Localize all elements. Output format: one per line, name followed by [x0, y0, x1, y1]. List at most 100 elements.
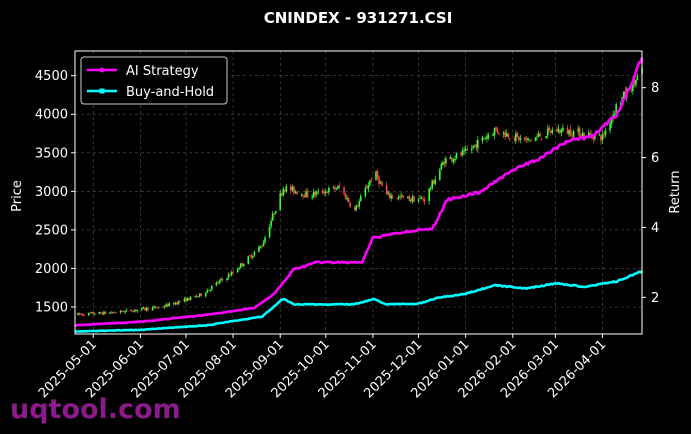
candle-body [473, 144, 476, 146]
candle-body [290, 185, 292, 191]
y2-tick-label: 6 [651, 151, 659, 166]
candle-body [253, 252, 256, 256]
candle-body [113, 312, 116, 313]
candle-body [410, 200, 412, 202]
candle-body [177, 301, 180, 305]
candle-body [195, 295, 198, 297]
candle-body [347, 198, 350, 203]
candle-body [174, 302, 177, 305]
candle-body [162, 306, 164, 308]
candle-body [439, 169, 441, 181]
candle-body [207, 289, 210, 291]
candle-body [98, 312, 101, 315]
candle-body [475, 143, 478, 149]
candle-body [101, 312, 104, 315]
candle-body [282, 188, 285, 196]
candle-body [454, 158, 456, 161]
candle-body [583, 133, 586, 137]
candle-body [157, 307, 160, 308]
series-line-buy-and-hold [74, 270, 643, 334]
candle-body [296, 191, 298, 195]
candle-body [455, 153, 458, 159]
candle-body [90, 312, 93, 314]
y-tick-label: 2000 [35, 262, 68, 277]
candle-body [504, 132, 506, 138]
candle-body [466, 148, 468, 151]
candle-body [432, 180, 435, 185]
candle-body [271, 213, 274, 221]
candle-body [600, 135, 602, 141]
candle-body [264, 237, 266, 243]
candle-body [367, 185, 370, 190]
candle-body [136, 309, 139, 312]
candle-body [569, 128, 572, 136]
candle-body [519, 137, 522, 140]
candle-body [173, 303, 175, 305]
watermark: uqtool.com [10, 394, 181, 425]
candle-body [422, 198, 424, 200]
legend: AI Strategy Buy-and-Hold [80, 56, 228, 105]
candle-body [109, 312, 111, 314]
candle-body [344, 193, 347, 200]
candle-body [495, 127, 497, 130]
candle-body [119, 310, 122, 313]
candle-body [130, 309, 133, 312]
candle-body [525, 139, 528, 141]
candle-body [396, 197, 399, 199]
candle-body [242, 264, 245, 267]
candle-body [376, 171, 379, 178]
candle-body [527, 138, 529, 141]
candle-body [349, 203, 351, 207]
candle-body [537, 134, 540, 136]
candle-body [613, 113, 616, 115]
candle-body [197, 296, 199, 298]
candle-body [518, 136, 520, 141]
legend-label-ai-strategy: AI Strategy [126, 64, 199, 79]
candle-body [328, 187, 330, 193]
date-axis: 2025-05-012025-06-012025-07-012025-08-01… [36, 334, 609, 401]
candle-body [326, 192, 329, 193]
candle-body [460, 153, 462, 156]
candle-body [125, 309, 128, 311]
candle-body [110, 312, 113, 313]
candle-body [486, 136, 488, 139]
candle-body [423, 199, 426, 202]
candle-body [498, 132, 500, 135]
candle-body [87, 312, 90, 316]
candle-body [153, 306, 155, 308]
candle-body [249, 255, 251, 257]
candle-body [168, 303, 171, 307]
candle-body [268, 227, 271, 238]
candle-body [165, 304, 168, 307]
candle-body [229, 274, 231, 276]
candle-body [133, 310, 136, 312]
candle-body [429, 188, 432, 190]
candle-body [601, 134, 604, 141]
candle-body [250, 255, 253, 258]
legend-marker-buy-and-hold [99, 88, 105, 94]
candle-body [294, 191, 297, 193]
candle-body [83, 314, 85, 316]
candle-body [571, 135, 573, 137]
candle-body [147, 307, 149, 311]
candle-body [560, 129, 563, 133]
series-line-ai-strategy [74, 57, 644, 327]
candle-body [589, 133, 592, 135]
candle-body [530, 139, 532, 141]
candle-body [258, 246, 260, 252]
candle-body [156, 307, 158, 309]
candle-body [568, 130, 570, 135]
legend-marker-ai-strategy [99, 67, 105, 73]
candle-body [587, 132, 590, 136]
candle-body [104, 311, 107, 314]
candle-body [451, 157, 453, 162]
candle-body [397, 196, 400, 199]
candle-body [508, 138, 511, 140]
candle-body [218, 280, 221, 284]
candle-body [577, 128, 579, 132]
candle-body [221, 279, 224, 280]
candle-body [615, 104, 617, 116]
candle-body [572, 131, 575, 137]
y2-tick-label: 2 [651, 291, 659, 306]
legend-label-buy-and-hold: Buy-and-Hold [126, 85, 214, 100]
